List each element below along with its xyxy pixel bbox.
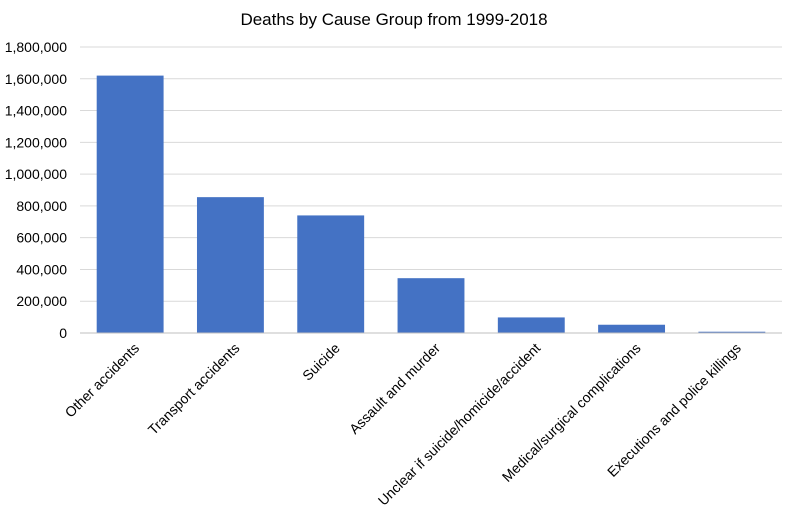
y-tick-label: 200,000 [16, 293, 67, 309]
y-tick-label: 800,000 [16, 198, 67, 214]
y-tick-label: 600,000 [16, 230, 67, 246]
y-tick-label: 0 [59, 325, 67, 341]
x-axis-category-labels: Other accidents Transport accidents Suicid… [62, 340, 744, 509]
y-tick-label: 1,800,000 [5, 39, 67, 55]
bar [196, 197, 264, 333]
x-category-label: Other accidents [62, 340, 143, 421]
y-tick-label: 400,000 [16, 261, 67, 277]
bar [397, 278, 465, 333]
y-axis-ticks: 0 200,000 400,000 600,000 800,000 1,000,000 1,… [5, 39, 68, 341]
y-tick-label: 1,400,000 [5, 103, 67, 119]
y-tick-label: 1,200,000 [5, 134, 67, 150]
bar [598, 324, 666, 333]
bar [698, 331, 766, 333]
x-category-label: Assault and murder [346, 340, 443, 437]
bars [96, 75, 766, 333]
y-tick-label: 1,000,000 [5, 166, 67, 182]
bar [297, 215, 365, 333]
x-category-label: Suicide [299, 340, 343, 384]
y-tick-label: 1,600,000 [5, 71, 67, 87]
gridlines [80, 46, 782, 302]
chart-title: Deaths by Cause Group from 1999-2018 [240, 10, 547, 29]
x-category-label: Unclear if suicide/homicide/accident [375, 340, 544, 509]
bar [96, 75, 164, 333]
x-category-label: Transport accidents [145, 340, 243, 438]
bar [497, 317, 565, 333]
